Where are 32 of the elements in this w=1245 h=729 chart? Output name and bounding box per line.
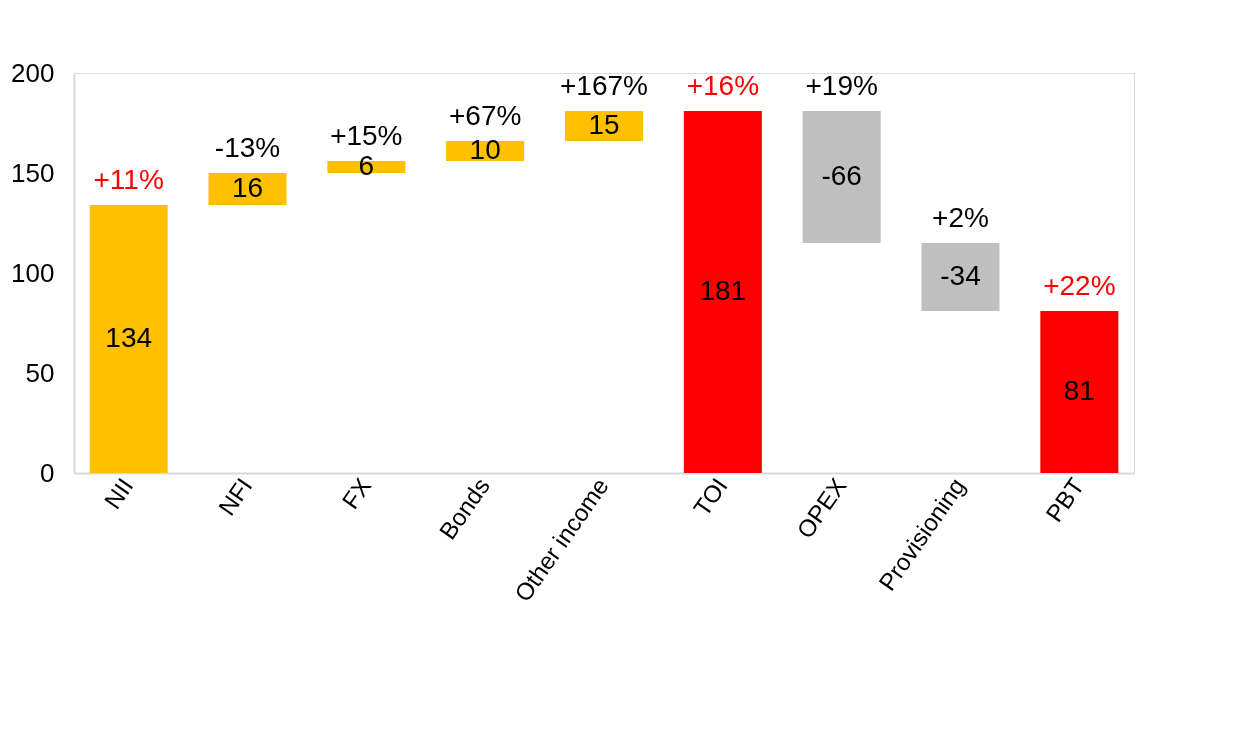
y-tick-label: 50 <box>25 357 55 388</box>
bar <box>802 111 881 243</box>
x-tick-label: NFI <box>213 472 258 521</box>
data-label: 10 <box>469 134 501 165</box>
bar <box>1040 311 1119 473</box>
annotation: +2% <box>932 202 989 233</box>
annotation: +22% <box>1043 270 1116 301</box>
annotation: +15% <box>330 120 403 151</box>
x-tick-label: FX <box>336 472 377 514</box>
data-label: 16 <box>231 172 264 203</box>
data-label: -34 <box>940 260 981 291</box>
annotation: +16% <box>686 70 760 101</box>
bar <box>208 173 287 205</box>
bar <box>89 205 168 473</box>
y-tick-label: 0 <box>40 457 55 488</box>
annotation: +19% <box>805 70 878 101</box>
annotation: +11% <box>93 164 164 195</box>
y-tick-label: 100 <box>11 257 55 288</box>
bar <box>921 243 1000 311</box>
x-tick-label: TOI <box>687 472 733 521</box>
data-label: -66 <box>821 160 862 191</box>
bar <box>683 111 762 473</box>
annotation: +167% <box>560 70 648 101</box>
annotation: +67% <box>448 100 522 131</box>
y-tick-label: 200 <box>11 57 55 88</box>
data-label: 81 <box>1063 375 1095 406</box>
annotation: -13% <box>214 132 281 163</box>
data-label: 134 <box>105 322 153 353</box>
x-tick-label: NII <box>98 472 139 514</box>
data-label: 181 <box>699 275 747 306</box>
y-tick-label: 150 <box>11 157 55 188</box>
data-label: 15 <box>588 109 620 140</box>
